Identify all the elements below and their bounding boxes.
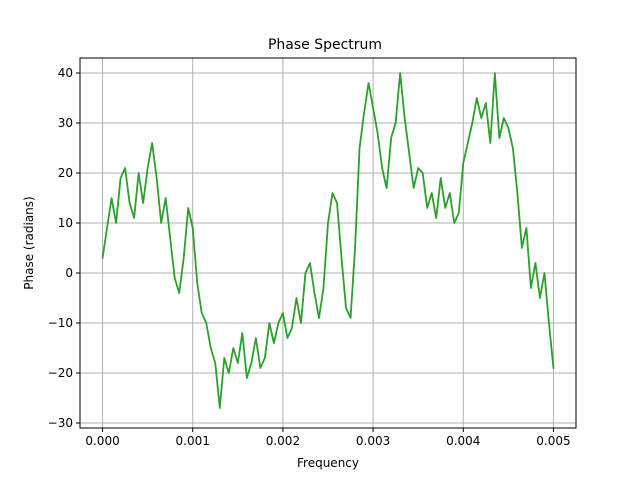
y-tick-label: −10 [48,316,73,330]
y-tick-label: 40 [58,66,73,80]
x-tick-label: 0.003 [356,434,390,448]
x-tick-label: 0.004 [446,434,480,448]
x-axis-label: Frequency [297,456,359,470]
phase-series-line [101,72,555,409]
y-tick-label: 0 [65,266,73,280]
y-axis-label: Phase (radians) [22,196,36,289]
series-layer [101,72,555,409]
y-tick-label: −20 [48,366,73,380]
x-tick-label: 0.005 [536,434,570,448]
y-tick-label: −30 [48,416,73,430]
y-tick-label: 10 [58,216,73,230]
x-tick-label: 0.000 [85,434,119,448]
plot-frame [79,57,577,429]
y-tick-label: 30 [58,116,73,130]
y-tick-label: 20 [58,166,73,180]
chart-title: Phase Spectrum [268,37,382,53]
x-tick-label: 0.002 [266,434,300,448]
grid-lines [80,58,576,428]
x-tick-label: 0.001 [176,434,210,448]
ticks: 0.000 0.001 0.002 0.003 0.004 0.005 −30 −20 −10 0… [48,66,571,448]
